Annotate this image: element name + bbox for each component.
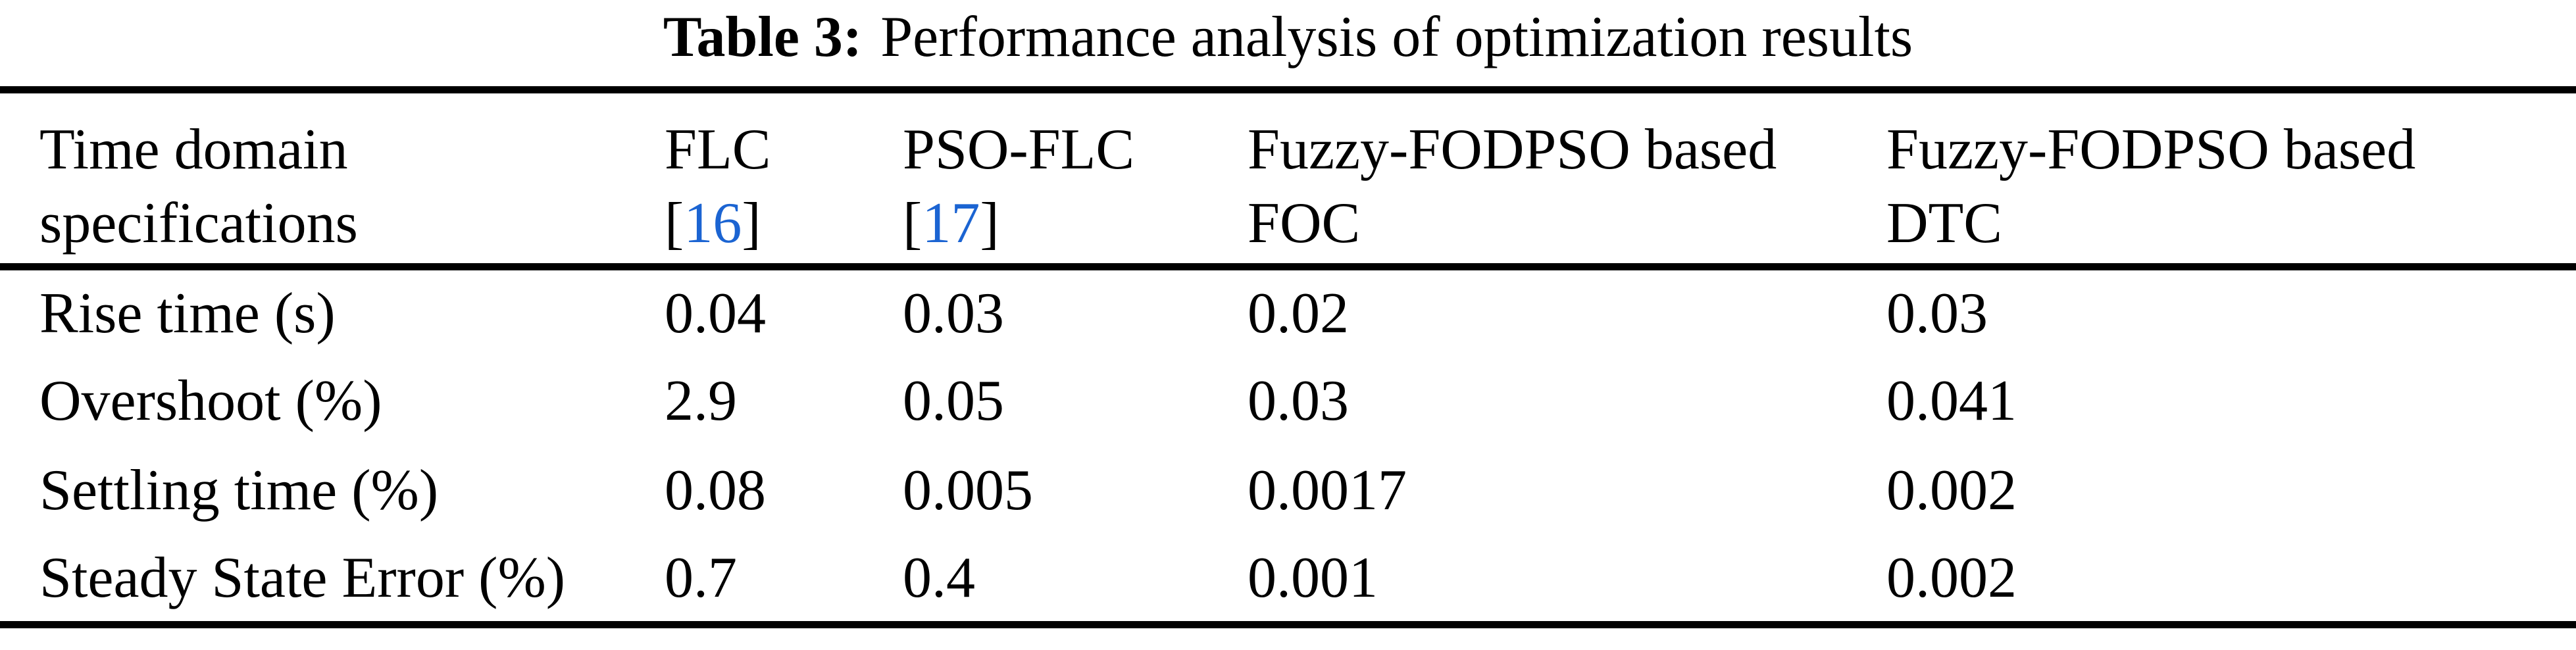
header-line: DTC [1886, 191, 2002, 255]
header-cell-pso-flc: PSO-FLC [17] [903, 90, 1248, 267]
table-caption-text: Performance analysis of optimization res… [880, 5, 1913, 69]
row-label: Settling time (%) [39, 459, 439, 522]
header-line: Time domain [39, 118, 348, 182]
header-cell-flc: FLC [16] [665, 90, 903, 267]
table-caption: Table 3: Performance analysis of optimiza… [0, 0, 2576, 86]
cell-value: 0.7 [665, 546, 737, 611]
cell-value: 0.08 [665, 459, 766, 522]
row-label: Overshoot (%) [39, 369, 382, 433]
cell-value: 0.4 [903, 546, 975, 611]
header-cell-fodpso-foc: Fuzzy-FODPSO based FOC [1248, 90, 1886, 267]
cell-value: 0.0017 [1248, 459, 1407, 522]
table-body: Rise time (s) 0.04 0.03 0.02 0.03 Oversh… [0, 267, 2576, 625]
citation-bracket-open: [ [665, 191, 684, 255]
cell-value: 0.03 [903, 281, 1004, 345]
header-cell-fodpso-dtc: Fuzzy-FODPSO based DTC [1886, 90, 2576, 267]
table-row: Overshoot (%) 2.9 0.05 0.03 0.041 [0, 357, 2576, 446]
citation-link-16[interactable]: 16 [684, 191, 742, 255]
cell-value: 0.03 [1248, 369, 1349, 433]
cell-value: 0.05 [903, 369, 1004, 433]
cell-value: 2.9 [665, 369, 737, 433]
cell-value: 0.005 [903, 459, 1033, 522]
cell-value: 0.001 [1248, 546, 1378, 611]
table-row: Steady State Error (%) 0.7 0.4 0.001 0.0… [0, 536, 2576, 625]
citation-bracket-open: [ [903, 191, 922, 255]
row-label: Steady State Error (%) [39, 546, 566, 611]
cell-value: 0.002 [1886, 459, 2017, 522]
cell-value: 0.03 [1886, 281, 1988, 345]
performance-table: Time domain specifications FLC [16] PSO-… [0, 86, 2576, 628]
header-cell-specifications: Time domain specifications [0, 90, 665, 267]
cell-value: 0.002 [1886, 546, 2017, 611]
header-line: Fuzzy-FODPSO based [1886, 118, 2416, 182]
row-label: Rise time (s) [39, 281, 336, 345]
citation-bracket-close: ] [742, 191, 761, 255]
table-row: Rise time (s) 0.04 0.03 0.02 0.03 [0, 267, 2576, 357]
cell-value: 0.041 [1886, 369, 2017, 433]
cell-value: 0.04 [665, 281, 766, 345]
header-line: FOC [1248, 191, 1361, 255]
cell-value: 0.02 [1248, 281, 1349, 345]
table-header: Time domain specifications FLC [16] PSO-… [0, 90, 2576, 267]
header-line: Fuzzy-FODPSO based [1248, 118, 1777, 182]
table-row: Settling time (%) 0.08 0.005 0.0017 0.00… [0, 446, 2576, 536]
header-line: specifications [39, 191, 358, 255]
table-caption-label: Table 3: [663, 5, 863, 69]
header-line: FLC [665, 118, 771, 182]
header-line: PSO-FLC [903, 118, 1135, 182]
citation-link-17[interactable]: 17 [922, 191, 980, 255]
header-row: Time domain specifications FLC [16] PSO-… [0, 90, 2576, 267]
citation-bracket-close: ] [980, 191, 999, 255]
header-citation: [17] [903, 187, 1248, 261]
header-citation: [16] [665, 187, 903, 261]
